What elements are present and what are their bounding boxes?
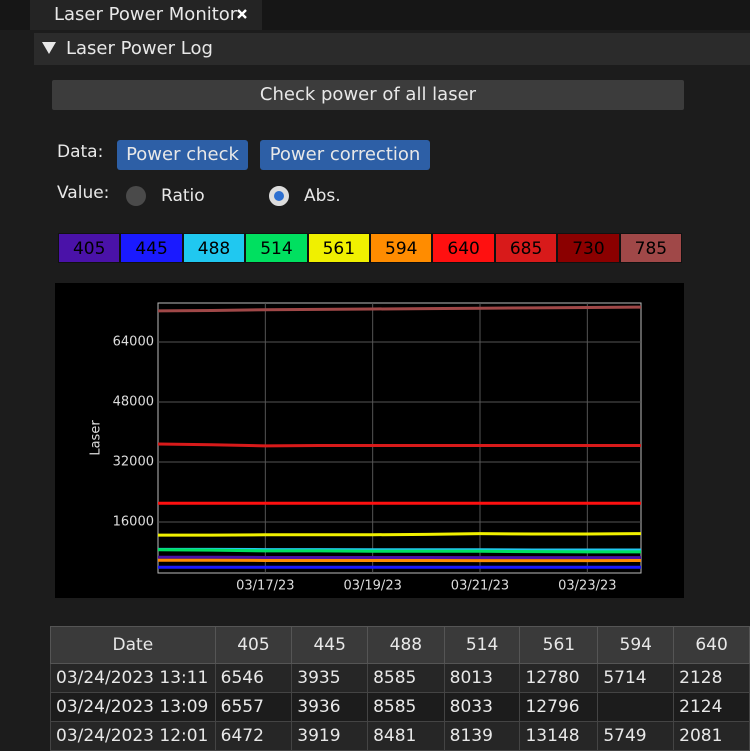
data-line	[158, 534, 641, 536]
radio-button[interactable]	[126, 186, 146, 206]
y-tick-label: 32000	[113, 455, 154, 470]
table-cell: 3919	[292, 722, 368, 751]
radio-label: Ratio	[161, 186, 205, 206]
table-cell: 8481	[368, 722, 445, 751]
legend-swatch[interactable]: 514	[245, 233, 307, 263]
table-cell: 12796	[520, 693, 598, 722]
tab[interactable]: Laser Power Monitor	[30, 0, 262, 30]
table-cell: 8033	[444, 693, 520, 722]
legend-swatch[interactable]: 488	[183, 233, 245, 263]
y-tick-label: 48000	[113, 395, 154, 410]
table-cell	[598, 693, 674, 722]
section-title: Laser Power Log	[66, 38, 213, 59]
legend-swatch[interactable]: 561	[308, 233, 370, 263]
y-axis-label: Laser	[89, 420, 104, 456]
table-cell: 12780	[520, 664, 598, 693]
power-correction-button[interactable]: Power correction	[260, 140, 430, 170]
table-cell: 2128	[674, 664, 750, 693]
collapse-icon	[42, 42, 56, 54]
table-cell: 2124	[674, 693, 750, 722]
x-tick-label: 03/19/23	[343, 579, 401, 594]
column-header[interactable]: 561	[520, 627, 598, 664]
legend-swatch[interactable]: 405	[58, 233, 120, 263]
table-cell: 2081	[674, 722, 750, 751]
table-cell: 6472	[215, 722, 292, 751]
data-label: Data:	[57, 142, 103, 162]
column-header[interactable]: 514	[444, 627, 520, 664]
power-check-button[interactable]: Power check	[117, 140, 248, 170]
table-cell: 8013	[444, 664, 520, 693]
legend-swatch[interactable]: 640	[432, 233, 494, 263]
table-cell: 8585	[368, 693, 445, 722]
table-cell: 3935	[292, 664, 368, 693]
tab-title: Laser Power Monitor	[54, 4, 237, 25]
plot-area	[158, 303, 641, 573]
table-cell: 5749	[598, 722, 674, 751]
tab-close[interactable]	[236, 8, 248, 20]
column-header[interactable]: 594	[598, 627, 674, 664]
chart-panel: 16000 32000 48000 64000 03/17/23 03/19/23 03/2…	[55, 283, 684, 598]
column-header[interactable]: 405	[215, 627, 292, 664]
check-button[interactable]: Check power of all laser	[52, 80, 684, 110]
legend-swatch[interactable]: 594	[370, 233, 432, 263]
table-cell: 03/24/2023 13:11	[51, 664, 216, 693]
table-cell: 8139	[444, 722, 520, 751]
legend-swatch[interactable]: 445	[120, 233, 182, 263]
table-cell: 13148	[520, 722, 598, 751]
table-cell: 8585	[368, 664, 445, 693]
column-header[interactable]: 488	[368, 627, 445, 664]
section-header[interactable]: Laser Power Log	[34, 33, 750, 65]
data-line	[158, 444, 641, 446]
value-label: Value:	[57, 183, 109, 203]
table-cell: 03/24/2023 12:01	[51, 722, 216, 751]
x-tick-label: 03/23/23	[558, 579, 616, 594]
column-header[interactable]: Date	[51, 627, 216, 664]
column-header[interactable]: 640	[674, 627, 750, 664]
table-cell: 6557	[215, 693, 292, 722]
x-tick-label: 03/17/23	[236, 579, 294, 594]
chart: 16000 32000 48000 64000 03/17/23 03/19/23 03/2…	[55, 283, 684, 598]
table-cell: 03/24/2023 13:09	[51, 693, 216, 722]
radio-button[interactable]	[269, 186, 289, 206]
legend-swatch[interactable]: 685	[495, 233, 557, 263]
y-tick-label: 64000	[113, 335, 154, 350]
x-tick-label: 03/21/23	[451, 579, 509, 594]
radio-label: Abs.	[304, 186, 341, 206]
table-cell: 5714	[598, 664, 674, 693]
table-cell: 6546	[215, 664, 292, 693]
table-cell: 3936	[292, 693, 368, 722]
column-header[interactable]: 445	[292, 627, 368, 664]
y-tick-label: 16000	[113, 515, 154, 530]
legend-swatch[interactable]: 730	[557, 233, 619, 263]
legend-swatch[interactable]: 785	[620, 233, 682, 263]
